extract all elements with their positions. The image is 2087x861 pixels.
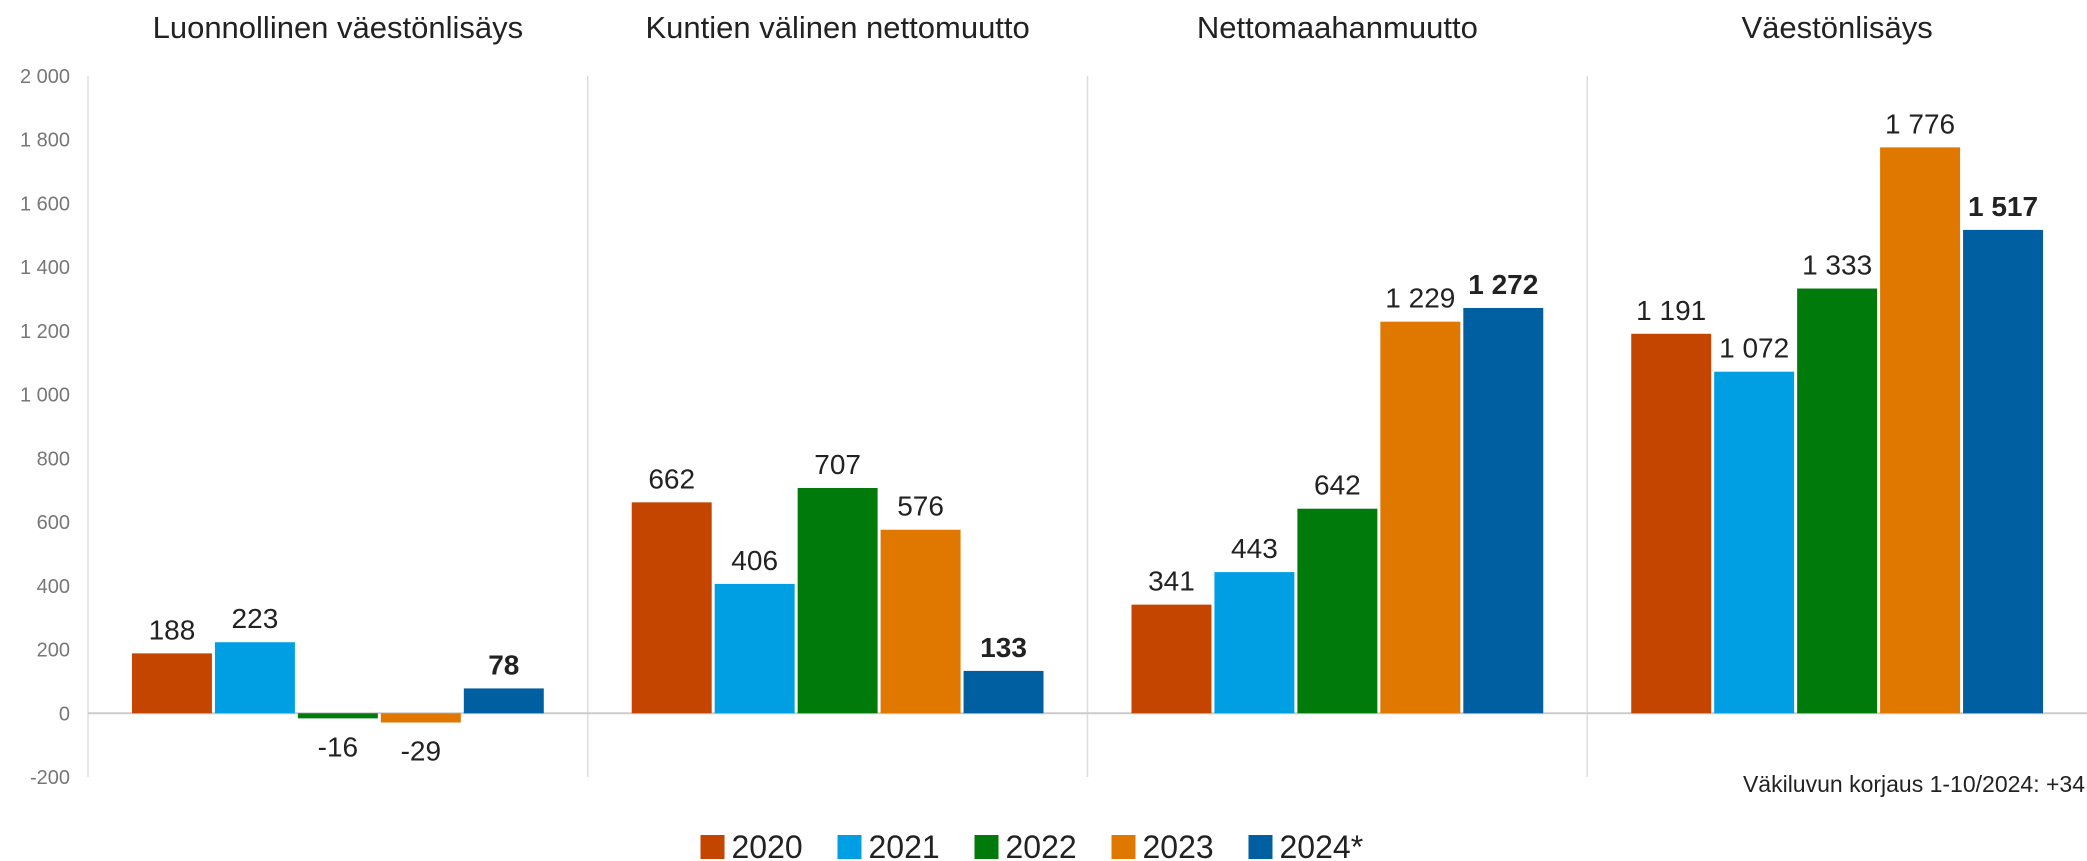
y-tick-label: 800	[37, 448, 70, 470]
value-label: 576	[897, 491, 944, 522]
bar	[463, 688, 544, 714]
bar	[1880, 147, 1961, 714]
bar	[1463, 307, 1544, 714]
value-label: 78	[488, 649, 519, 680]
value-label: 223	[232, 603, 279, 634]
value-label: 1 776	[1885, 108, 1955, 139]
legend-label: 2022	[1006, 829, 1077, 861]
bar	[131, 653, 212, 714]
bar	[1131, 604, 1212, 714]
bar	[1714, 371, 1795, 714]
bar	[214, 642, 295, 714]
y-tick-label: 1 000	[20, 385, 70, 407]
value-label: -29	[401, 736, 441, 767]
y-tick-label: 1 200	[20, 321, 70, 343]
bar	[1380, 321, 1461, 714]
bar	[714, 583, 795, 714]
value-label: 341	[1148, 566, 1195, 597]
legend-label: 2020	[732, 829, 803, 861]
bar	[1297, 508, 1378, 714]
y-tick-label: 1 400	[20, 257, 70, 279]
y-tick-label: 0	[59, 703, 70, 725]
panel-title: Väestönlisäys	[1741, 10, 1932, 45]
bar	[1631, 333, 1712, 714]
legend-swatch	[700, 835, 725, 859]
value-label: 662	[648, 463, 695, 494]
legend-swatch	[837, 835, 862, 859]
panel-title: Kuntien välinen nettomuutto	[645, 10, 1029, 45]
bar	[631, 502, 712, 714]
y-tick-label: 2 000	[20, 66, 70, 88]
y-tick-label: 600	[37, 512, 70, 534]
value-label: 1 333	[1802, 250, 1872, 281]
value-label: 1 072	[1719, 333, 1789, 364]
y-tick-label: 200	[37, 640, 70, 662]
bar	[797, 487, 878, 714]
y-tick-label: 1 800	[20, 130, 70, 152]
value-label: 188	[149, 614, 196, 645]
panel-title: Luonnollinen väestönlisäys	[153, 10, 524, 45]
bar	[1963, 229, 2044, 714]
legend-swatch	[1111, 835, 1136, 859]
bar	[963, 670, 1044, 714]
y-tick-label: -200	[30, 767, 70, 789]
value-label: 443	[1231, 533, 1278, 564]
value-label: 406	[731, 545, 778, 576]
value-label: -16	[318, 731, 358, 762]
bar	[297, 713, 378, 719]
value-label: 1 517	[1968, 191, 2038, 222]
value-label: 642	[1314, 470, 1361, 501]
legend-swatch	[974, 835, 999, 859]
legend-label: 2023	[1143, 829, 1214, 861]
y-tick-label: 1 600	[20, 193, 70, 215]
bar	[1214, 572, 1295, 714]
y-tick-label: 400	[37, 576, 70, 598]
annotation: Väkiluvun korjaus 1-10/2024: +34	[1743, 771, 2085, 797]
bar	[880, 529, 961, 714]
value-label: 1 229	[1385, 283, 1455, 314]
value-label: 1 191	[1636, 295, 1706, 326]
bar	[1797, 288, 1878, 714]
value-label: 133	[980, 632, 1027, 663]
legend-swatch	[1248, 835, 1273, 859]
bar	[380, 713, 461, 723]
panel-title: Nettomaahanmuutto	[1197, 10, 1478, 45]
value-label: 707	[814, 449, 861, 480]
legend-label: 2024*	[1280, 829, 1364, 861]
legend-label: 2021	[869, 829, 940, 861]
value-label: 1 272	[1468, 269, 1538, 300]
